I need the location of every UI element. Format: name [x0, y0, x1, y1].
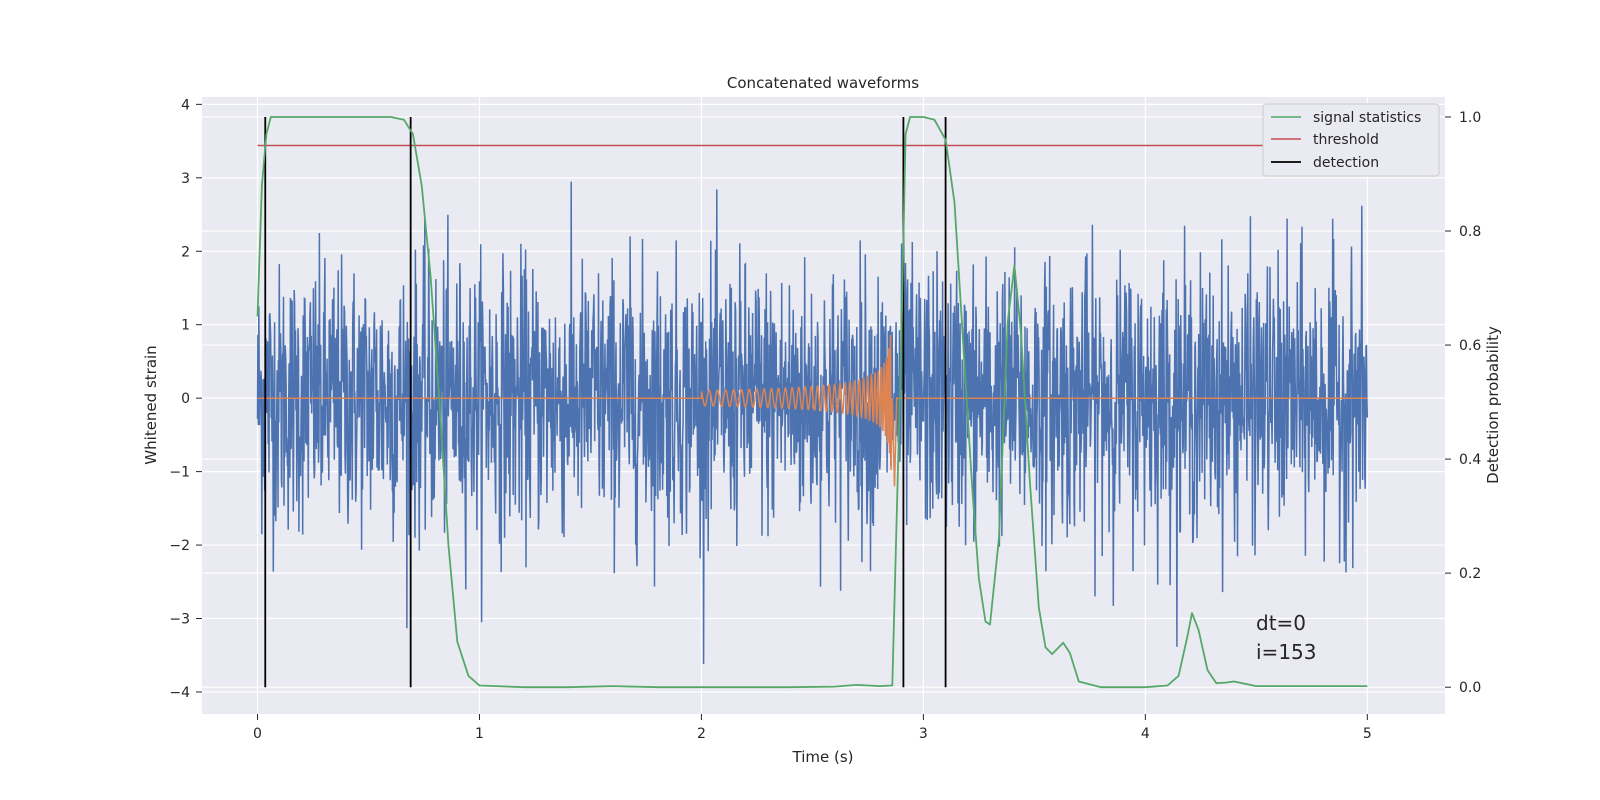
y2-tick-label: 0.8 — [1459, 224, 1481, 240]
y-tick-label: −4 — [169, 685, 190, 701]
y2-tick-label: 0.2 — [1459, 566, 1481, 582]
series-signal-statistics — [256, 116, 1368, 689]
x-tick-label: 1 — [475, 726, 484, 742]
y-tick-label: −3 — [169, 612, 190, 628]
y2-tick-label: 1.0 — [1459, 110, 1481, 126]
legend-label-detection: detection — [1313, 155, 1379, 171]
y-tick-label: 2 — [181, 244, 190, 260]
x-axis-label: Time (s) — [792, 748, 854, 766]
x-tick-label: 2 — [697, 726, 706, 742]
x-tick-label: 3 — [919, 726, 928, 742]
series-whitened-strain — [256, 181, 1369, 665]
y2-tick-label: 0.0 — [1459, 680, 1481, 696]
legend-label-threshold: threshold — [1313, 132, 1379, 148]
y-tick-label: −2 — [169, 538, 190, 554]
legend-label-signal: signal statistics — [1313, 110, 1421, 126]
chart-title: Concatenated waveforms — [727, 74, 919, 92]
x-tick-label: 4 — [1141, 726, 1150, 742]
y-tick-label: 4 — [181, 97, 190, 113]
y2-axis-label: Detection probability — [1484, 326, 1502, 484]
y2-tick-label: 0.4 — [1459, 452, 1481, 468]
axes-layer: 0 1 2 3 4 5 −4 −3 −2 −1 0 1 2 3 4 0.0 0.2 0.4 0.6 0.8 1.0 — [169, 97, 1481, 742]
annotation-dt: dt=0 — [1256, 611, 1306, 635]
x-tick-label: 5 — [1363, 726, 1372, 742]
y-tick-label: 0 — [181, 391, 190, 407]
y2-tick-label: 0.6 — [1459, 338, 1481, 354]
y-tick-label: −1 — [169, 465, 190, 481]
y-tick-label: 3 — [181, 171, 190, 187]
y-tick-label: 1 — [181, 318, 190, 334]
series-chirp-signal — [257, 334, 1368, 487]
x-tick-label: 0 — [253, 726, 262, 742]
data-layer — [256, 116, 1390, 689]
y-axis-label: Whitened strain — [142, 345, 160, 464]
legend: signal statistics threshold detection — [1262, 103, 1440, 177]
legend-box — [1262, 103, 1440, 177]
annotation-i: i=153 — [1256, 640, 1317, 664]
